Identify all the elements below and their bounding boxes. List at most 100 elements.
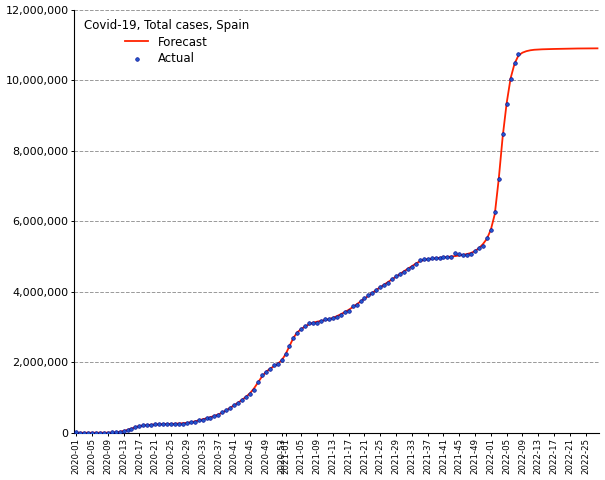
Actual bbox=[178, 420, 188, 428]
Actual bbox=[379, 281, 389, 288]
Actual bbox=[387, 275, 397, 283]
Actual bbox=[470, 247, 480, 254]
Actual bbox=[75, 429, 85, 437]
Actual bbox=[419, 255, 428, 263]
Actual bbox=[301, 323, 310, 330]
Actual bbox=[99, 429, 109, 437]
Actual bbox=[154, 420, 164, 428]
Actual bbox=[486, 227, 495, 234]
Forecast bbox=[594, 46, 601, 51]
Actual bbox=[352, 301, 361, 309]
Actual bbox=[241, 394, 251, 401]
Actual bbox=[462, 251, 472, 259]
Actual bbox=[103, 429, 113, 436]
Actual bbox=[107, 429, 117, 436]
Actual bbox=[439, 253, 448, 261]
Actual bbox=[217, 408, 227, 416]
Actual bbox=[131, 423, 140, 431]
Actual bbox=[194, 416, 203, 424]
Actual bbox=[159, 420, 168, 428]
Actual bbox=[253, 379, 263, 386]
Actual bbox=[79, 429, 89, 437]
Forecast bbox=[416, 259, 423, 264]
Actual bbox=[142, 421, 152, 429]
Actual bbox=[502, 100, 511, 108]
Actual bbox=[71, 429, 81, 436]
Actual bbox=[415, 257, 425, 264]
Actual bbox=[451, 249, 460, 257]
Actual bbox=[474, 244, 484, 252]
Actual bbox=[443, 253, 453, 261]
Actual bbox=[95, 429, 105, 437]
Actual bbox=[312, 319, 322, 327]
Actual bbox=[206, 414, 215, 421]
Actual bbox=[245, 391, 255, 398]
Actual bbox=[304, 320, 314, 327]
Actual bbox=[284, 342, 294, 350]
Actual bbox=[494, 175, 503, 182]
Actual bbox=[115, 428, 125, 436]
Forecast bbox=[432, 255, 439, 261]
Actual bbox=[509, 60, 519, 67]
Actual bbox=[411, 260, 420, 268]
Actual bbox=[234, 399, 243, 407]
Actual bbox=[134, 422, 144, 430]
Actual bbox=[403, 265, 413, 273]
Actual bbox=[269, 361, 278, 369]
Actual bbox=[229, 401, 239, 409]
Actual bbox=[407, 263, 417, 270]
Actual bbox=[91, 429, 101, 437]
Legend: Forecast, Actual: Forecast, Actual bbox=[80, 15, 252, 69]
Actual bbox=[198, 416, 208, 423]
Actual bbox=[83, 429, 93, 436]
Actual bbox=[265, 365, 275, 373]
Actual bbox=[478, 242, 488, 250]
Actual bbox=[292, 329, 302, 337]
Actual bbox=[336, 311, 345, 319]
Actual bbox=[332, 313, 342, 321]
Actual bbox=[119, 427, 128, 435]
Actual bbox=[151, 420, 160, 428]
Actual bbox=[514, 50, 523, 58]
Actual bbox=[170, 420, 180, 428]
Actual bbox=[281, 350, 290, 358]
Actual bbox=[296, 325, 306, 333]
Actual bbox=[87, 429, 97, 437]
Actual bbox=[186, 419, 195, 426]
Actual bbox=[348, 302, 358, 310]
Forecast bbox=[108, 430, 116, 435]
Forecast bbox=[562, 46, 569, 51]
Actual bbox=[214, 411, 223, 419]
Actual bbox=[162, 420, 172, 428]
Actual bbox=[356, 298, 365, 305]
Actual bbox=[209, 412, 219, 420]
Actual bbox=[166, 420, 176, 428]
Actual bbox=[364, 291, 373, 299]
Actual bbox=[126, 425, 136, 432]
Actual bbox=[276, 357, 286, 364]
Actual bbox=[237, 396, 247, 404]
Actual bbox=[384, 279, 393, 287]
Actual bbox=[221, 406, 231, 414]
Actual bbox=[395, 270, 405, 277]
Actual bbox=[466, 250, 476, 258]
Actual bbox=[289, 334, 298, 342]
Forecast bbox=[401, 268, 408, 274]
Actual bbox=[273, 360, 283, 368]
Actual bbox=[454, 251, 464, 258]
Actual bbox=[201, 414, 211, 422]
Actual bbox=[459, 252, 468, 259]
Actual bbox=[174, 420, 184, 428]
Actual bbox=[249, 386, 259, 394]
Actual bbox=[309, 319, 318, 327]
Actual bbox=[506, 75, 515, 83]
Actual bbox=[423, 255, 433, 263]
Actual bbox=[261, 368, 270, 376]
Actual bbox=[434, 254, 444, 262]
Forecast bbox=[73, 430, 80, 436]
Actual bbox=[226, 404, 235, 412]
Actual bbox=[391, 272, 401, 280]
Actual bbox=[371, 286, 381, 294]
Actual bbox=[490, 208, 500, 216]
Actual bbox=[368, 289, 378, 297]
